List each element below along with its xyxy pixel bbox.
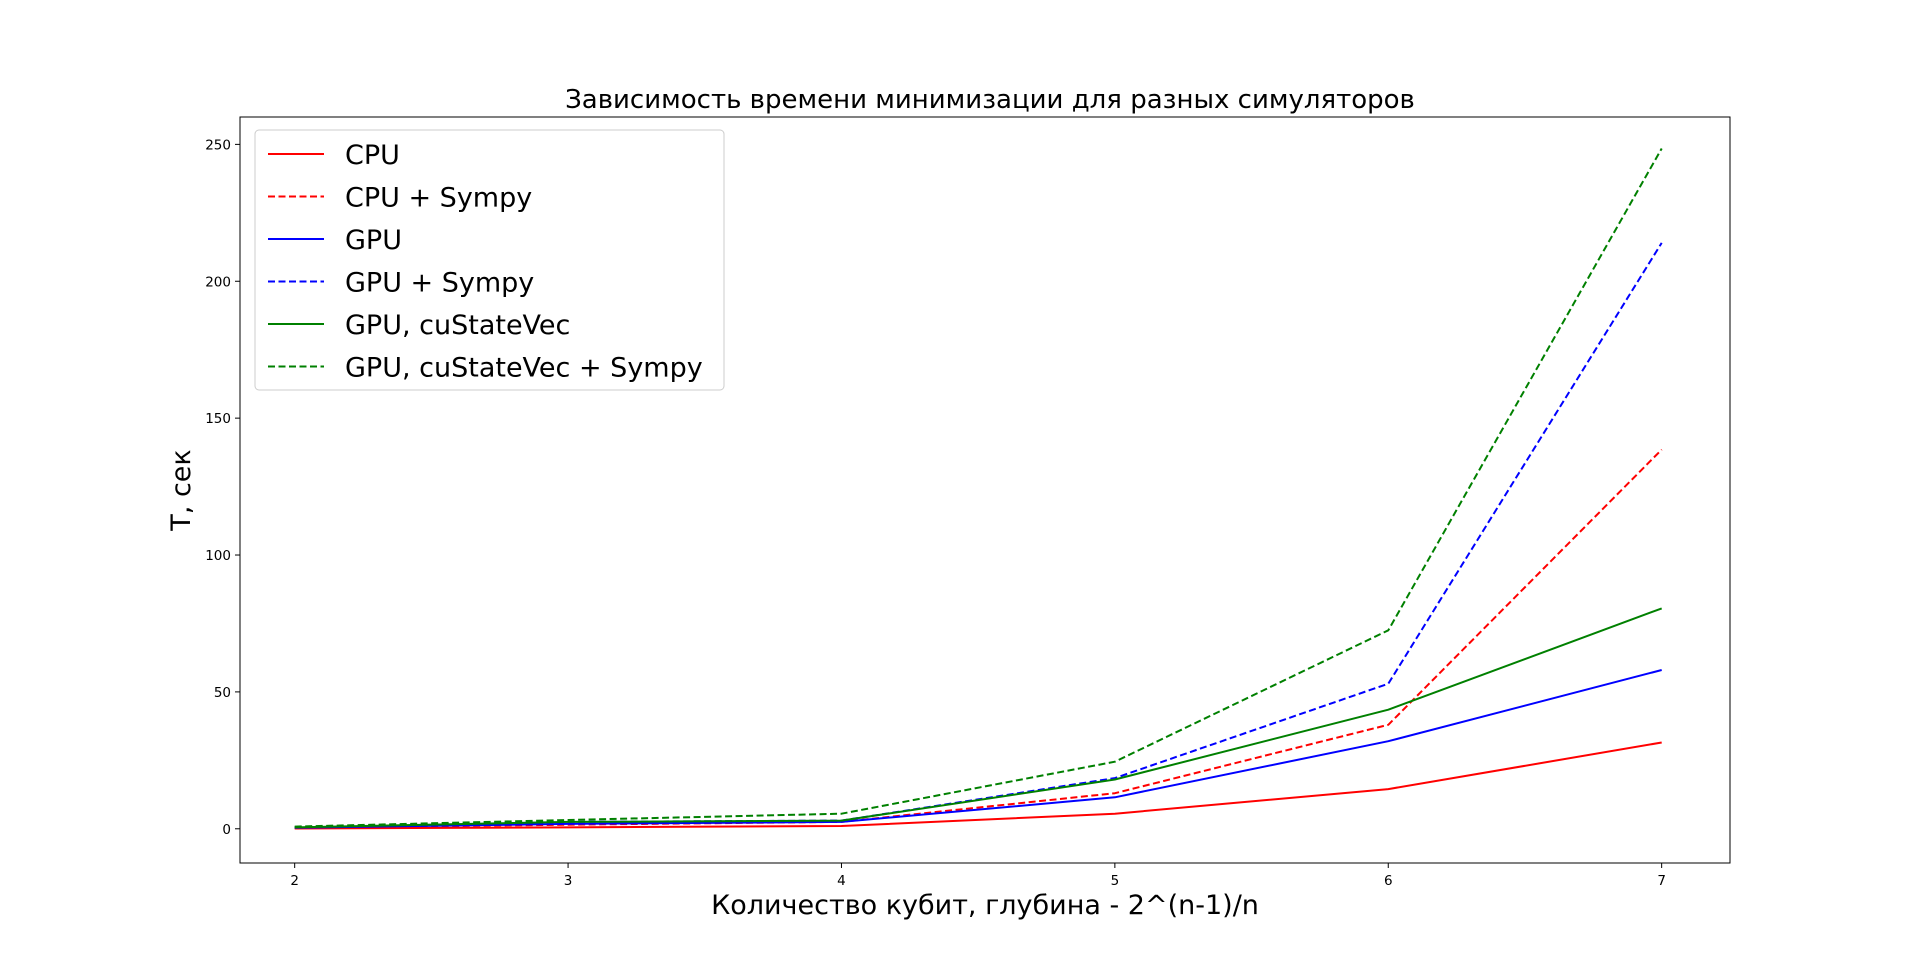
x-tick-label: 2 — [290, 873, 299, 889]
x-tick-label: 7 — [1657, 873, 1666, 889]
legend-label: GPU + Sympy — [345, 268, 534, 299]
series-line-5 — [294, 607, 1663, 829]
x-tick-label: 6 — [1384, 873, 1393, 889]
legend-entries: CPU CPU + Sympy GPU GPU + Sympy GPU, cuState… — [268, 140, 703, 384]
y-axis-ticks: 0 50 100 150 200 250 — [205, 137, 240, 838]
y-tick-label: 0 — [222, 822, 231, 838]
legend-label: GPU, cuStateVec + Sympy — [345, 353, 703, 384]
chart-title: Зависимость времени минимизации для разн… — [565, 85, 1415, 115]
x-tick-label: 4 — [837, 873, 846, 889]
y-tick-label: 200 — [205, 274, 231, 290]
x-tick-label: 5 — [1111, 873, 1120, 889]
series-line-2 — [294, 448, 1663, 829]
legend: CPU CPU + Sympy GPU GPU + Sympy GPU, cuState… — [254, 129, 725, 391]
x-tick-label: 3 — [564, 873, 573, 889]
series-layer — [294, 148, 1663, 830]
y-tick-label: 100 — [205, 548, 231, 564]
series-line-3 — [294, 669, 1662, 829]
series-line-6 — [294, 148, 1663, 828]
y-tick-label: 150 — [205, 411, 231, 427]
legend-box — [254, 129, 725, 391]
y-axis-label: T, сек — [166, 449, 197, 531]
y-tick-label: 250 — [205, 137, 231, 153]
y-tick-label: 50 — [214, 685, 231, 701]
series-line-1 — [294, 741, 1662, 830]
legend-label: CPU + Sympy — [345, 183, 532, 214]
legend-label: GPU, cuStateVec — [345, 310, 570, 341]
legend-label: GPU — [345, 225, 402, 256]
legend-label: CPU — [345, 140, 400, 171]
x-axis-label: Количество кубит, глубина - 2^(n-1)/n — [711, 890, 1259, 921]
x-axis-ticks: 2 3 4 5 6 7 — [290, 863, 1666, 889]
